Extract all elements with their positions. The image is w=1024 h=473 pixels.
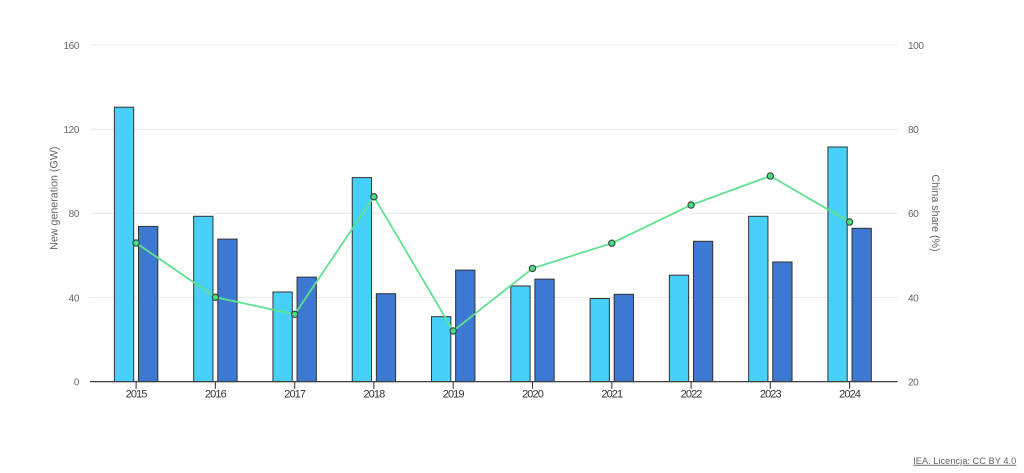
svg-text:2021: 2021: [601, 389, 623, 401]
svg-text:20: 20: [908, 377, 919, 388]
svg-text:100: 100: [908, 41, 924, 52]
svg-text:2023: 2023: [760, 389, 782, 401]
svg-text:80: 80: [908, 125, 919, 136]
svg-text:0: 0: [74, 377, 80, 388]
svg-text:2024: 2024: [839, 389, 861, 401]
svg-text:80: 80: [69, 209, 80, 220]
svg-text:160: 160: [64, 41, 80, 52]
svg-text:2017: 2017: [284, 389, 306, 401]
svg-text:120: 120: [64, 125, 80, 136]
svg-text:60: 60: [908, 209, 919, 220]
svg-text:2016: 2016: [205, 389, 227, 401]
svg-text:2020: 2020: [522, 389, 544, 401]
svg-text:2018: 2018: [363, 389, 385, 401]
svg-text:China share (%): China share (%): [929, 174, 941, 251]
svg-text:40: 40: [69, 293, 80, 304]
svg-text:40: 40: [908, 293, 919, 304]
svg-text:2022: 2022: [681, 389, 703, 401]
svg-text:2015: 2015: [126, 389, 148, 401]
svg-text:IEA. Licencja: CC BY 4.0: IEA. Licencja: CC BY 4.0: [913, 456, 1016, 466]
svg-text:2019: 2019: [443, 389, 465, 401]
svg-text:New generation (GW): New generation (GW): [49, 147, 61, 250]
